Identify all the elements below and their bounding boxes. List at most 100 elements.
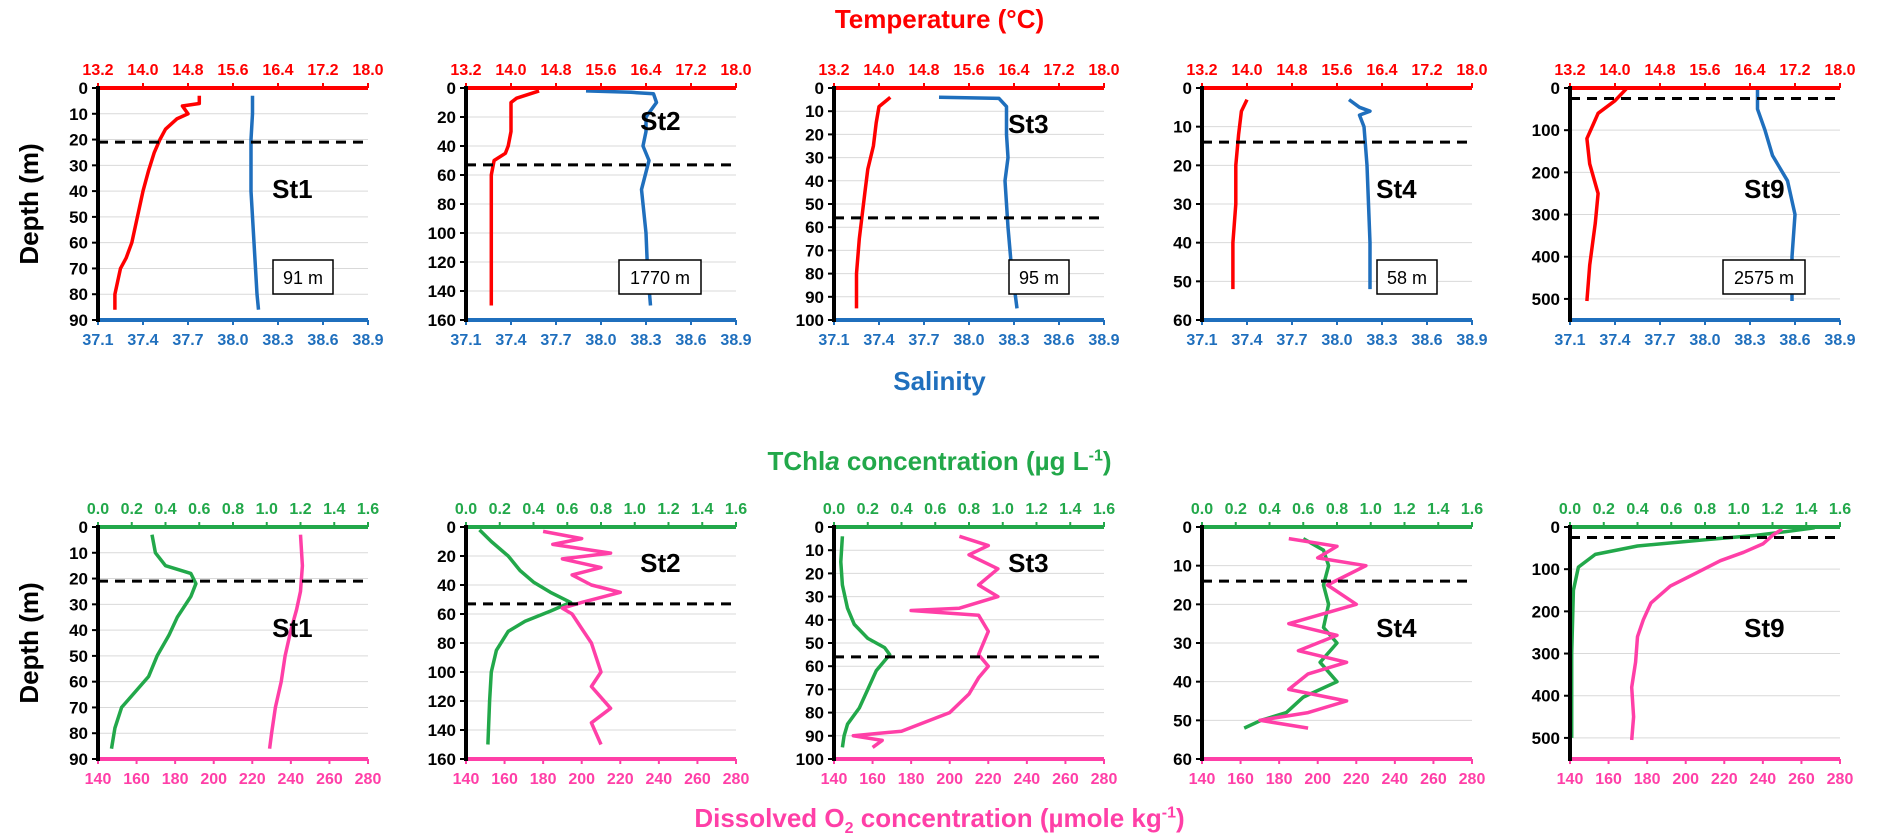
top-axis-tick-label: 16.4 — [998, 62, 1029, 79]
panel-biological-st9: 0 100 200 300 400 500 0.0 0.2 0.4 0.6 0.8 1.0 1.2 1.4… — [1532, 501, 1854, 788]
y-tick-label: 140 — [428, 721, 456, 740]
top-axis-tick-label: 13.2 — [450, 62, 481, 79]
y-tick-label: 40 — [805, 172, 824, 191]
bottom-axis-tick-label: 37.7 — [1644, 332, 1675, 349]
top-axis-tick-label: 14.0 — [127, 62, 158, 79]
panel-physical-st2: 0 20 40 60 80 100 120 140 160 13.2 14.0 14.8 15.6 16.… — [428, 62, 752, 349]
top-axis-tick-label: 14.8 — [1644, 62, 1675, 79]
tchla-profile-line — [109, 534, 198, 749]
top-axis-tick-label: 1.2 — [1025, 501, 1047, 518]
top-axis-tick-label: 14.8 — [908, 62, 939, 79]
y-tick-label: 70 — [805, 680, 824, 699]
bottom-axis-tick-label: 240 — [1014, 771, 1041, 788]
top-axis-tick-label: 15.6 — [1689, 62, 1720, 79]
bottom-axis-tick-label: 220 — [975, 771, 1002, 788]
bottom-axis-tick-label: 140 — [453, 771, 480, 788]
y-tick-label: 400 — [1532, 687, 1560, 706]
y-tick-label: 50 — [805, 634, 824, 653]
y-tick-label: 160 — [428, 311, 456, 330]
bottom-axis-tick-label: 38.6 — [1411, 332, 1442, 349]
bottom-axis-tick-label: 38.6 — [675, 332, 706, 349]
station-label: St2 — [640, 106, 680, 136]
top-axis-tick-label: 1.6 — [725, 501, 747, 518]
y-tick-label: 40 — [1173, 673, 1192, 692]
temperature-profile-line — [489, 89, 540, 306]
bottom-depth-box — [618, 259, 702, 295]
y-tick-label: 20 — [437, 547, 456, 566]
bottom-axis-tick-label: 260 — [684, 771, 711, 788]
top-axis-tick-label: 1.2 — [289, 501, 311, 518]
top-axis-tick-label: 1.0 — [256, 501, 278, 518]
top-axis-tick-label: 0.4 — [522, 501, 544, 518]
top-axis-tick-label: 18.0 — [1456, 62, 1487, 79]
y-tick-label: 100 — [428, 224, 456, 243]
y-tick-label: 160 — [428, 750, 456, 769]
y-tick-label: 60 — [69, 673, 88, 692]
bottom-axis-tick-label: 220 — [607, 771, 634, 788]
panel-physical-st9: 0 100 200 300 400 500 13.2 14.0 14.8 15.6 16.4 17.2… — [1532, 62, 1856, 349]
bottom-axis-tick-label: 200 — [936, 771, 963, 788]
bottom-depth-label: 1770 m — [630, 268, 690, 288]
panel-physical-st1: 0 10 20 30 40 50 60 70 80 90 13.2 14.0 14.8 15.6 16.4 1… — [14, 62, 384, 349]
salinity-profile-line — [1347, 98, 1372, 290]
top-axis-tick-label: 16.4 — [262, 62, 293, 79]
bottom-axis-tick-label: 160 — [859, 771, 886, 788]
y-tick-label: 30 — [1173, 195, 1192, 214]
top-axis-tick-label: 0.6 — [1660, 501, 1682, 518]
bottom-depth-box — [1008, 259, 1070, 295]
y-tick-label: 60 — [1173, 750, 1192, 769]
y-tick-label: 50 — [1173, 272, 1192, 291]
bottom-axis-tick-label: 37.1 — [82, 332, 113, 349]
temperature-profile-line — [113, 95, 202, 310]
y-tick-label: 100 — [1532, 560, 1560, 579]
salinity-axis-title: Salinity — [893, 366, 986, 396]
bottom-axis-tick-label: 37.4 — [1599, 332, 1630, 349]
top-axis-tick-label: 0.0 — [87, 501, 109, 518]
y-tick-label: 0 — [447, 518, 456, 537]
y-tick-label: 80 — [437, 195, 456, 214]
oxygen-profile-line — [542, 529, 623, 746]
y-tick-label: 10 — [805, 541, 824, 560]
depth-axis-title: Depth (m) — [14, 582, 44, 703]
top-axis-tick-label: 0.0 — [823, 501, 845, 518]
top-axis-tick-label: 0.2 — [857, 501, 879, 518]
temperature-profile-line — [1585, 87, 1628, 302]
top-axis-tick-label: 1.6 — [1093, 501, 1115, 518]
bottom-axis-tick-label: 38.0 — [953, 332, 984, 349]
y-tick-label: 20 — [69, 131, 88, 150]
top-axis-tick-label: 0.4 — [154, 501, 176, 518]
bottom-axis-tick-label: 38.9 — [1088, 332, 1119, 349]
bottom-axis-tick-label: 140 — [1557, 771, 1584, 788]
top-axis-tick-label: 1.4 — [691, 501, 713, 518]
bottom-axis-tick-label: 260 — [1788, 771, 1815, 788]
bottom-axis-tick-label: 180 — [1266, 771, 1293, 788]
y-tick-label: 100 — [796, 750, 824, 769]
top-axis-tick-label: 1.4 — [1427, 501, 1449, 518]
y-tick-label: 10 — [1173, 557, 1192, 576]
top-axis-tick-label: 16.4 — [1366, 62, 1397, 79]
bottom-axis-tick-label: 240 — [1750, 771, 1777, 788]
top-axis-tick-label: 1.4 — [1059, 501, 1081, 518]
y-tick-label: 20 — [437, 108, 456, 127]
y-tick-label: 120 — [428, 692, 456, 711]
top-axis-tick-label: 18.0 — [352, 62, 383, 79]
panel-physical-st3: 0 10 20 30 40 50 60 70 80 90 100 13.2 14.0 14.8 15.6 16… — [796, 62, 1120, 349]
top-axis-tick-label: 13.2 — [1186, 62, 1217, 79]
y-tick-label: 300 — [1532, 206, 1560, 225]
y-tick-label: 30 — [69, 595, 88, 614]
top-axis-tick-label: 16.4 — [630, 62, 661, 79]
y-tick-label: 100 — [1532, 121, 1560, 140]
y-tick-label: 90 — [805, 288, 824, 307]
top-axis-tick-label: 17.2 — [1779, 62, 1810, 79]
station-label: St9 — [1744, 174, 1784, 204]
top-axis-tick-label: 15.6 — [953, 62, 984, 79]
panel-biological-st4: 0 10 20 30 40 50 60 0.0 0.2 0.4 0.6 0.8 1.0 1.2 1.4 1.6… — [1173, 501, 1485, 788]
top-axis-tick-label: 14.0 — [1599, 62, 1630, 79]
salinity-profile-line — [585, 89, 659, 306]
bottom-axis-tick-label: 37.4 — [127, 332, 158, 349]
bottom-axis-tick-label: 140 — [821, 771, 848, 788]
bottom-axis-tick-label: 280 — [1091, 771, 1118, 788]
bottom-axis-tick-label: 160 — [491, 771, 518, 788]
bottom-axis-tick-label: 220 — [1711, 771, 1738, 788]
